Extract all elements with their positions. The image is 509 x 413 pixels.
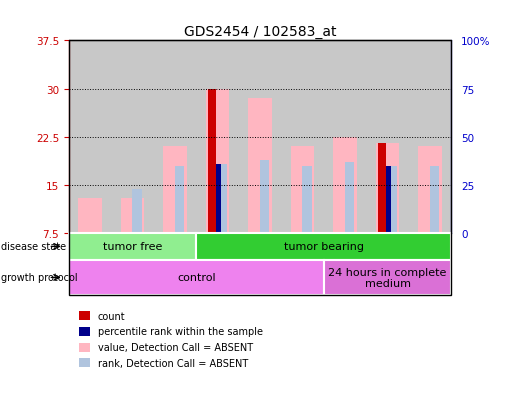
Bar: [154, 41, 196, 233]
Bar: [375, 144, 399, 233]
Bar: [69, 233, 196, 260]
Bar: [69, 41, 111, 233]
Text: rank, Detection Call = ABSENT: rank, Detection Call = ABSENT: [98, 358, 248, 368]
Bar: [323, 260, 450, 295]
Bar: [333, 137, 356, 233]
Bar: [259, 160, 269, 233]
Text: percentile rank within the sample: percentile rank within the sample: [98, 327, 263, 337]
Text: disease state: disease state: [1, 242, 66, 252]
Bar: [216, 164, 220, 233]
Bar: [69, 260, 323, 295]
Bar: [206, 89, 229, 233]
Text: control: control: [177, 273, 215, 283]
Bar: [386, 166, 390, 233]
Text: 24 hours in complete
medium: 24 hours in complete medium: [328, 267, 446, 289]
Bar: [121, 198, 144, 233]
Bar: [429, 166, 438, 233]
Bar: [386, 166, 396, 233]
Bar: [111, 41, 154, 233]
Bar: [248, 99, 271, 233]
Bar: [408, 41, 450, 233]
Title: GDS2454 / 102583_at: GDS2454 / 102583_at: [183, 25, 336, 39]
Bar: [78, 198, 102, 233]
Bar: [238, 41, 281, 233]
Bar: [365, 41, 408, 233]
Bar: [302, 166, 311, 233]
Bar: [417, 147, 441, 233]
Bar: [217, 164, 226, 233]
Bar: [290, 147, 314, 233]
Bar: [344, 162, 353, 233]
Bar: [208, 89, 216, 233]
Bar: [175, 166, 184, 233]
Text: growth protocol: growth protocol: [1, 273, 77, 283]
Bar: [377, 144, 386, 233]
Text: tumor bearing: tumor bearing: [284, 242, 363, 252]
Text: value, Detection Call = ABSENT: value, Detection Call = ABSENT: [98, 342, 252, 352]
Bar: [196, 41, 238, 233]
Text: tumor free: tumor free: [103, 242, 162, 252]
Bar: [163, 147, 186, 233]
Bar: [196, 233, 450, 260]
Bar: [281, 41, 323, 233]
Bar: [132, 189, 142, 233]
Bar: [323, 41, 365, 233]
Text: count: count: [98, 311, 125, 321]
